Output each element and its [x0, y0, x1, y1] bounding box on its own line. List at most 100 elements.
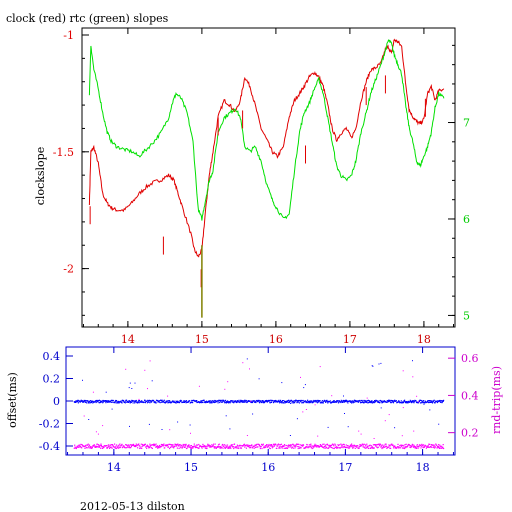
scatter-point [294, 401, 296, 403]
scatter-point [235, 401, 237, 403]
scatter-point [157, 446, 159, 448]
scatter-point [323, 400, 325, 402]
scatter-point [399, 445, 401, 447]
scatter-point [155, 446, 157, 448]
scatter-point [421, 443, 423, 445]
scatter-point [426, 401, 428, 403]
scatter-point [328, 445, 330, 447]
scatter-point [176, 444, 178, 446]
scatter-point [103, 446, 105, 449]
scatter-point [179, 444, 181, 446]
scatter-point [77, 445, 79, 447]
scatter-point [115, 399, 117, 402]
scatter-point [318, 446, 320, 448]
scatter-point [353, 400, 355, 402]
scatter-point [439, 445, 441, 447]
scatter-point [335, 446, 337, 448]
scatter-point [349, 400, 351, 402]
scatter-point [305, 401, 307, 404]
scatter-point [153, 445, 155, 447]
scatter-point [265, 400, 267, 402]
scatter-point [147, 446, 149, 448]
scatter-point [429, 443, 431, 445]
scatter-point [307, 399, 309, 401]
scatter-point [157, 447, 160, 449]
scatter-point [119, 443, 121, 445]
scatter-point [148, 447, 151, 449]
scatter-point [213, 447, 215, 449]
scatter-outlier [190, 432, 191, 434]
scatter-point [89, 402, 91, 404]
scatter-outlier [252, 413, 254, 415]
scatter-point [370, 447, 372, 449]
scatter-point [176, 401, 178, 404]
scatter-point [398, 401, 400, 403]
scatter-point [131, 399, 133, 401]
scatter-point [409, 401, 411, 403]
scatter-point [266, 401, 268, 403]
scatter-point [295, 446, 297, 448]
scatter-point [346, 400, 348, 402]
scatter-point [153, 401, 155, 403]
scatter-point [309, 402, 311, 404]
scatter-point [353, 446, 355, 448]
scatter-point [328, 447, 330, 449]
scatter-point [226, 401, 228, 403]
scatter-point [327, 447, 329, 449]
scatter-point [302, 399, 304, 402]
scatter-outlier [95, 431, 97, 433]
scatter-point [78, 444, 80, 446]
scatter-point [415, 400, 417, 402]
scatter-point [229, 445, 231, 447]
scatter-point [351, 402, 353, 404]
scatter-point [127, 446, 129, 448]
scatter-point [316, 402, 319, 404]
scatter-point [143, 444, 145, 447]
scatter-point [319, 445, 321, 447]
scatter-point [413, 444, 415, 446]
scatter-point [420, 399, 422, 402]
scatter-point [283, 445, 285, 448]
scatter-point [344, 399, 346, 401]
scatter-point [362, 399, 364, 402]
scatter-point [213, 401, 215, 403]
scatter-point [93, 444, 95, 446]
scatter-point [428, 400, 430, 402]
scatter-point [182, 446, 184, 448]
scatter-point [88, 444, 91, 446]
scatter-point [270, 444, 273, 446]
scatter-point [338, 400, 340, 402]
scatter-point [390, 402, 392, 404]
scatter-point [91, 447, 93, 449]
bottom-y-label: offset(ms) [6, 372, 19, 428]
scatter-point [316, 401, 318, 403]
scatter-point [84, 445, 86, 447]
scatter-point [268, 400, 270, 402]
scatter-point [209, 400, 211, 402]
scatter-point [297, 445, 299, 448]
scatter-point [86, 402, 88, 404]
scatter-point [282, 444, 284, 447]
scatter-point [382, 400, 384, 402]
scatter-point [141, 443, 144, 446]
scatter-point [220, 399, 222, 402]
scatter-point [287, 401, 289, 404]
scatter-point [144, 443, 146, 445]
scatter-point [194, 445, 196, 447]
scatter-point [184, 401, 186, 403]
scatter-point [379, 443, 381, 445]
scatter-point [114, 447, 116, 449]
scatter-point [443, 399, 445, 401]
scatter-point [392, 444, 394, 446]
scatter-point [157, 447, 159, 449]
scatter-point [185, 400, 188, 402]
scatter-point [324, 447, 326, 449]
scatter-point [342, 401, 344, 403]
scatter-outlier [412, 360, 413, 362]
scatter-point [118, 446, 121, 448]
scatter-point [286, 447, 289, 449]
scatter-point [100, 401, 102, 403]
scatter-point [438, 444, 440, 446]
scatter-point [376, 447, 379, 449]
scatter-point [352, 400, 354, 402]
